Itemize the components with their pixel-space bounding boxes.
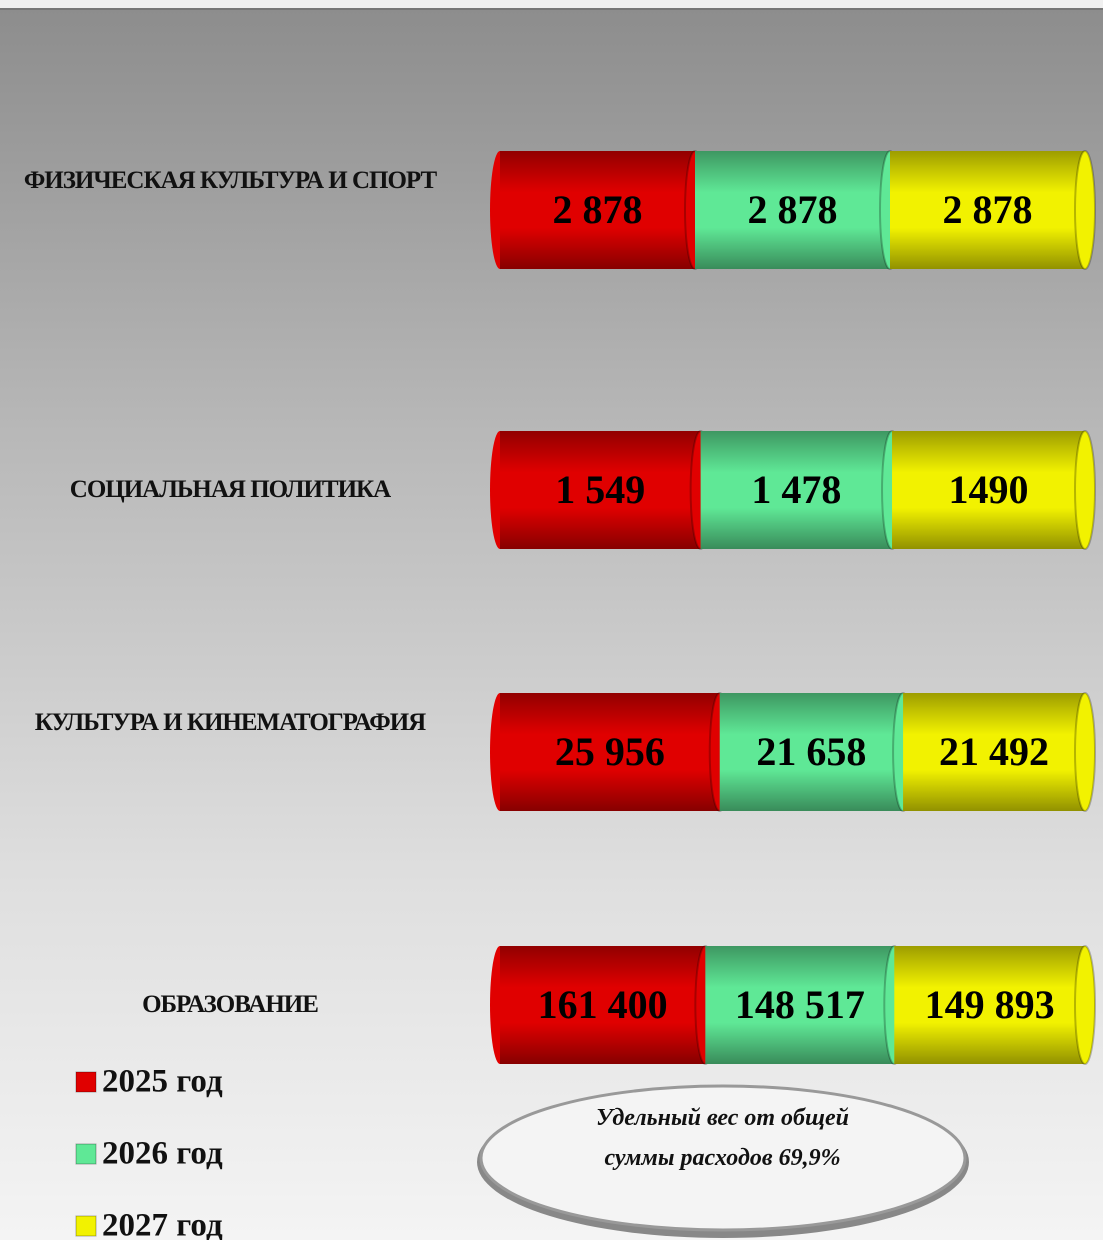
category-label: КУЛЬТУРА И КИНЕМАТОГРАФИЯ [34, 709, 426, 736]
bar-shade [700, 431, 893, 549]
data-label: 148 517 [735, 982, 865, 1027]
bar-shade [903, 693, 1085, 811]
bar-shade [500, 946, 706, 1064]
bar-shade [894, 946, 1085, 1064]
bar-shade [890, 151, 1085, 269]
legend-label: 2025 год [102, 1064, 223, 1100]
data-label: 1 478 [751, 467, 841, 512]
bar-shade [500, 151, 695, 269]
annotation: Удельный вес от общей суммы расходов 69,… [595, 1105, 849, 1171]
legend-label: 2026 год [102, 1136, 223, 1172]
header-strip [0, 0, 1103, 10]
callout [479, 1084, 967, 1232]
data-label: 2 878 [748, 187, 838, 232]
data-label: 2 878 [553, 187, 643, 232]
category-label: ФИЗИЧЕСКАЯ КУЛЬТУРА И СПОРТ [23, 167, 437, 194]
data-label: 161 400 [538, 982, 668, 1027]
bar-cap [1074, 692, 1096, 812]
bar-shade [892, 431, 1085, 549]
data-label: 21 658 [756, 729, 866, 774]
bar-shade [695, 151, 890, 269]
legend-label: 2027 год [102, 1208, 223, 1240]
bar-shade [500, 431, 701, 549]
data-label: 149 893 [925, 982, 1055, 1027]
data-label: 1490 [949, 467, 1029, 512]
category-label: ОБРАЗОВАНИЕ [142, 991, 319, 1018]
bar-shade [719, 693, 904, 811]
legend-swatch [75, 1215, 97, 1237]
data-label: 2 878 [943, 187, 1033, 232]
bar-cap [1074, 945, 1096, 1065]
data-label: 25 956 [555, 729, 665, 774]
bar-cap [1074, 150, 1096, 270]
bar-shade [705, 946, 895, 1064]
data-label: 21 492 [939, 729, 1049, 774]
legend-swatch [75, 1071, 97, 1093]
data-label: 1 549 [555, 467, 645, 512]
legend-swatch [75, 1143, 97, 1165]
bar-cap [1074, 430, 1096, 550]
category-label: СОЦИАЛЬНАЯ ПОЛИТИКА [69, 476, 391, 503]
bar-shade [500, 693, 720, 811]
